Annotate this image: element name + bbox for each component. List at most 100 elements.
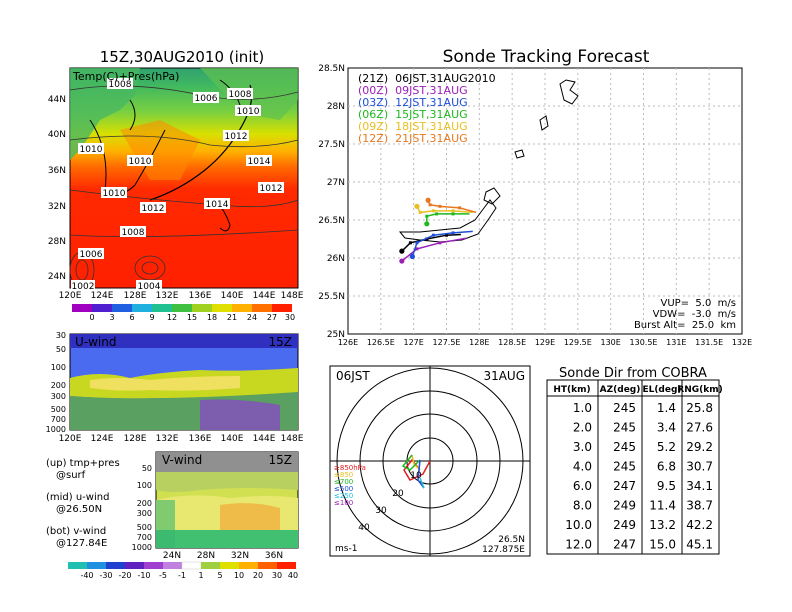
table-title: Sonde Dir from COBRA <box>559 366 707 381</box>
table-header: EL(deg) <box>642 385 681 395</box>
u-panel-title: U-wind <box>75 335 116 349</box>
table-cell: 249 <box>613 499 636 513</box>
note-line: @127.84E <box>56 538 107 549</box>
table-header: AZ(deg) <box>600 385 641 395</box>
series-endpoint <box>399 258 405 264</box>
series-endpoint <box>409 253 415 260</box>
table-cell: 27.6 <box>686 421 713 435</box>
lat-tick: 36N <box>265 551 283 561</box>
u-wind-panel: U-wind 15Z <box>69 333 299 431</box>
colorbar-tick: 20 <box>253 571 263 580</box>
table-cell: 247 <box>613 479 636 493</box>
isobar-label: 1006 <box>195 94 218 104</box>
legend-entry: (06Z) 15JST,31AUG <box>358 108 468 121</box>
p-tick: 500 <box>137 523 152 532</box>
lon-tick: 132E <box>156 291 179 301</box>
u-p-ticks: 30 50 100 200 300 500 700 1000 <box>46 331 66 434</box>
table-cell: 12.0 <box>565 538 592 552</box>
isobar-label: 1010 <box>129 157 152 167</box>
lat-tick: 24N <box>163 551 181 561</box>
y-tick-label: 27N <box>327 178 345 188</box>
y-tick-label: 27.5N <box>318 140 345 150</box>
lat-tick: 36N <box>48 166 66 176</box>
p-tick: 300 <box>137 509 152 518</box>
isobar-label: 1012 <box>260 184 283 194</box>
series-point <box>431 209 435 213</box>
isobar-label: 1002 <box>72 282 95 292</box>
x-tick-label: 130E <box>601 338 621 347</box>
note-line: @26.50N <box>56 504 102 515</box>
param-line: VDW= -3.0 m/s <box>653 309 736 320</box>
p-tick: 700 <box>51 415 66 424</box>
isobar-label: 1010 <box>80 145 103 155</box>
table-cell: 8.0 <box>573 499 592 513</box>
temp-lat-ticks: 44N 40N 36N 32N 28N 24N <box>48 95 66 282</box>
table-cell: 29.2 <box>686 440 713 454</box>
u-panel-time: 15Z <box>269 335 293 349</box>
sonde-params: VUP= 5.0 m/s VDW= -3.0 m/s Burst Alt= 25… <box>634 298 736 331</box>
note-line: (up) tmp+pres <box>46 458 120 469</box>
colorbar-tick: 21 <box>227 313 237 322</box>
panel-notes: (up) tmp+pres @surf (mid) u-wind @26.50N… <box>46 458 120 549</box>
table-cell: 34.1 <box>686 479 713 493</box>
series-point <box>408 241 412 245</box>
colorbar-tick: 0 <box>89 313 94 322</box>
wind-colorbar: -40 -30 -20 -10 -5 -1 1 5 10 20 30 40 <box>68 561 298 580</box>
colorbar-tick: 3 <box>109 313 114 322</box>
colorbar-tick: 24 <box>247 313 257 322</box>
temp-lon-ticks: 120E 124E 128E 132E 136E 140E 144E 148E <box>59 291 304 301</box>
left-title: 15Z,30AUG2010 (init) <box>100 48 264 66</box>
p-tick: 200 <box>137 499 152 508</box>
series-point <box>428 203 432 207</box>
lon-tick: 144E <box>253 434 276 444</box>
table-cell: 3.4 <box>657 421 676 435</box>
series-point <box>451 231 455 235</box>
polar-unit: ms-1 <box>335 544 357 554</box>
level-legend: ≤250 <box>334 492 353 500</box>
table-cell: 25.8 <box>686 401 713 415</box>
colorbar-tick: 18 <box>207 313 217 322</box>
p-tick: 50 <box>56 345 66 354</box>
lat-tick: 44N <box>48 95 66 105</box>
table-header: HT(km) <box>553 385 590 395</box>
table-cell: 6.0 <box>573 479 592 493</box>
colorbar-tick: 5 <box>217 571 222 580</box>
param-line: VUP= 5.0 m/s <box>660 298 736 309</box>
v-panel-title: V-wind <box>162 453 202 467</box>
isobar-labels: 1008 1006 1008 1010 1010 1012 1010 1014 … <box>71 78 284 292</box>
table-cell: 30.7 <box>686 460 713 474</box>
isobar-label: 1008 <box>229 90 252 100</box>
series-point <box>451 209 455 213</box>
lon-tick: 148E <box>281 434 304 444</box>
table-cell: 249 <box>613 518 636 532</box>
series-endpoint <box>424 221 430 227</box>
track-legend: (21Z) 06JST,31AUG2010 (00Z) 09JST,31AUG … <box>358 72 496 145</box>
ring-label: 40 <box>358 523 370 533</box>
x-tick-label: 132E <box>732 338 752 347</box>
lon-tick: 144E <box>253 291 276 301</box>
y-tick-label: 26N <box>327 254 345 264</box>
v-lat-ticks: 24N 28N 32N 36N <box>163 551 283 561</box>
lat-tick: 32N <box>231 551 249 561</box>
series-point <box>458 206 462 210</box>
note-line: (mid) u-wind <box>46 492 109 503</box>
x-tick-label: 128E <box>469 338 489 347</box>
colorbar-tick: 30 <box>285 313 295 322</box>
lat-tick: 28N <box>197 551 215 561</box>
isobar-label: 1010 <box>103 189 126 199</box>
colorbar-tick: 1 <box>198 571 203 580</box>
x-tick-label: 129E <box>535 338 555 347</box>
y-tick-label: 26.5N <box>318 216 345 226</box>
legend-entry: (21Z) 06JST,31AUG2010 <box>358 72 496 85</box>
level-legend: ≤700 <box>334 478 353 486</box>
legend-entry: (12Z) 21JST,31AUG <box>358 132 468 145</box>
note-line: @surf <box>56 470 86 481</box>
x-tick-label: 128.5E <box>498 338 526 347</box>
table-cell: 1.0 <box>573 401 592 415</box>
colorbar-tick: -5 <box>159 571 167 580</box>
isobar-label: 1014 <box>248 157 271 167</box>
table-cell: 245 <box>613 440 636 454</box>
table-cell: 245 <box>613 460 636 474</box>
ring-label: 30 <box>375 506 387 516</box>
series-point <box>435 212 439 216</box>
